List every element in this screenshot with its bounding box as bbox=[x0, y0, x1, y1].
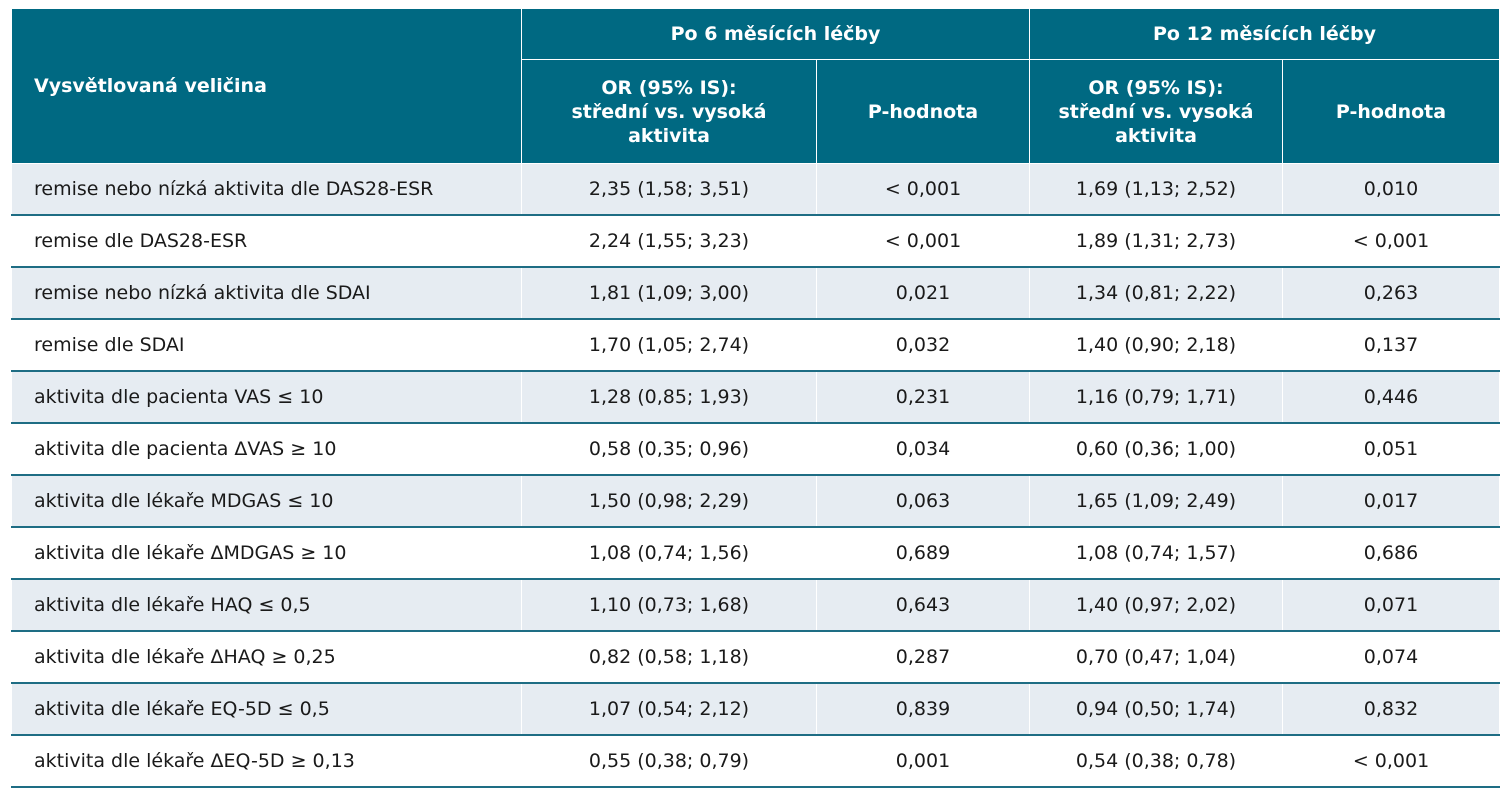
cell-explained-variable: aktivita dle lékaře ΔMDGAS ≥ 10 bbox=[11, 527, 522, 580]
cell-explained-variable: remise nebo nízká aktivita dle SDAI bbox=[11, 267, 522, 320]
cell-explained-variable: aktivita dle lékaře MDGAS ≤ 10 bbox=[11, 475, 522, 528]
cell-p-value-6-months: 0,689 bbox=[816, 527, 1030, 580]
column-group-12-months: Po 12 měsících léčby bbox=[1029, 8, 1500, 60]
cell-p-value-12-months: 0,051 bbox=[1282, 423, 1500, 476]
cell-p-value-12-months: 0,010 bbox=[1282, 163, 1500, 216]
cell-explained-variable: remise dle SDAI bbox=[11, 319, 522, 372]
cell-p-value-6-months: 0,643 bbox=[816, 579, 1030, 632]
cell-p-value-6-months: 0,001 bbox=[816, 735, 1030, 788]
cell-or-6-months: 1,28 (0,85; 1,93) bbox=[521, 371, 817, 424]
cell-p-value-12-months: 0,686 bbox=[1282, 527, 1500, 580]
or-header-line: střední vs. vysoká bbox=[1058, 100, 1254, 123]
cell-explained-variable: aktivita dle lékaře ΔEQ-5D ≥ 0,13 bbox=[11, 735, 522, 788]
column-header-p-value-12-months: P-hodnota bbox=[1282, 59, 1500, 164]
cell-p-value-6-months: 0,034 bbox=[816, 423, 1030, 476]
cell-or-12-months: 1,16 (0,79; 1,71) bbox=[1029, 371, 1283, 424]
or-header-line: OR (95% IS): bbox=[601, 76, 737, 99]
cell-p-value-12-months: < 0,001 bbox=[1282, 215, 1500, 268]
cell-or-12-months: 1,69 (1,13; 2,52) bbox=[1029, 163, 1283, 216]
cell-p-value-12-months: 0,263 bbox=[1282, 267, 1500, 320]
table-row: remise nebo nízká aktivita dle DAS28-ESR… bbox=[11, 163, 1500, 216]
column-header-explained-variable: Vysvětlovaná veličina bbox=[11, 8, 522, 164]
table-row: aktivita dle lékaře HAQ ≤ 0,5 1,10 (0,73;… bbox=[11, 579, 1500, 632]
table-row: remise nebo nízká aktivita dle SDAI 1,81 … bbox=[11, 267, 1500, 320]
cell-p-value-12-months: 0,017 bbox=[1282, 475, 1500, 528]
cell-p-value-6-months: 0,231 bbox=[816, 371, 1030, 424]
cell-or-6-months: 1,10 (0,73; 1,68) bbox=[521, 579, 817, 632]
cell-p-value-6-months: 0,063 bbox=[816, 475, 1030, 528]
cell-p-value-6-months: 0,839 bbox=[816, 683, 1030, 736]
cell-p-value-6-months: 0,032 bbox=[816, 319, 1030, 372]
table-header: Vysvětlovaná veličina Po 6 měsících léčb… bbox=[11, 8, 1500, 164]
table-row: aktivita dle lékaře ΔMDGAS ≥ 10 1,08 (0,7… bbox=[11, 527, 1500, 580]
cell-or-6-months: 0,55 (0,38; 0,79) bbox=[521, 735, 817, 788]
cell-p-value-12-months: 0,071 bbox=[1282, 579, 1500, 632]
cell-or-12-months: 1,08 (0,74; 1,57) bbox=[1029, 527, 1283, 580]
cell-or-12-months: 0,60 (0,36; 1,00) bbox=[1029, 423, 1283, 476]
cell-p-value-6-months: < 0,001 bbox=[816, 163, 1030, 216]
table-row: aktivita dle lékaře MDGAS ≤ 10 1,50 (0,98… bbox=[11, 475, 1500, 528]
cell-or-12-months: 1,40 (0,97; 2,02) bbox=[1029, 579, 1283, 632]
table-row: remise dle SDAI 1,70 (1,05; 2,74) 0,032 1,4… bbox=[11, 319, 1500, 372]
cell-or-6-months: 0,58 (0,35; 0,96) bbox=[521, 423, 817, 476]
cell-explained-variable: aktivita dle lékaře ΔHAQ ≥ 0,25 bbox=[11, 631, 522, 684]
cell-explained-variable: remise dle DAS28-ESR bbox=[11, 215, 522, 268]
or-header-line: střední vs. vysoká bbox=[571, 100, 767, 123]
or-header-line: aktivita bbox=[628, 124, 710, 147]
column-header-p-value-6-months: P-hodnota bbox=[816, 59, 1030, 164]
cell-or-12-months: 1,34 (0,81; 2,22) bbox=[1029, 267, 1283, 320]
cell-p-value-12-months: < 0,001 bbox=[1282, 735, 1500, 788]
table-row: remise dle DAS28-ESR 2,24 (1,55; 3,23) < 0… bbox=[11, 215, 1500, 268]
cell-or-6-months: 1,81 (1,09; 3,00) bbox=[521, 267, 817, 320]
cell-explained-variable: aktivita dle pacienta ΔVAS ≥ 10 bbox=[11, 423, 522, 476]
cell-p-value-12-months: 0,074 bbox=[1282, 631, 1500, 684]
cell-explained-variable: aktivita dle pacienta VAS ≤ 10 bbox=[11, 371, 522, 424]
table-row: aktivita dle lékaře EQ-5D ≤ 0,5 1,07 (0,5… bbox=[11, 683, 1500, 736]
cell-or-12-months: 0,94 (0,50; 1,74) bbox=[1029, 683, 1283, 736]
cell-p-value-12-months: 0,446 bbox=[1282, 371, 1500, 424]
cell-or-6-months: 2,35 (1,58; 3,51) bbox=[521, 163, 817, 216]
column-header-or-12-months: OR (95% IS): střední vs. vysoká aktivita bbox=[1029, 59, 1283, 164]
cell-or-12-months: 1,89 (1,31; 2,73) bbox=[1029, 215, 1283, 268]
cell-or-6-months: 1,50 (0,98; 2,29) bbox=[521, 475, 817, 528]
table-body: remise nebo nízká aktivita dle DAS28-ESR… bbox=[11, 163, 1500, 788]
cell-explained-variable: remise nebo nízká aktivita dle DAS28-ESR bbox=[11, 163, 522, 216]
cell-or-6-months: 1,07 (0,54; 2,12) bbox=[521, 683, 817, 736]
table-row: aktivita dle lékaře ΔHAQ ≥ 0,25 0,82 (0,5… bbox=[11, 631, 1500, 684]
table-row: aktivita dle pacienta ΔVAS ≥ 10 0,58 (0,3… bbox=[11, 423, 1500, 476]
cell-or-12-months: 1,65 (1,09; 2,49) bbox=[1029, 475, 1283, 528]
cell-p-value-12-months: 0,832 bbox=[1282, 683, 1500, 736]
cell-or-6-months: 1,70 (1,05; 2,74) bbox=[521, 319, 817, 372]
or-header-line: OR (95% IS): bbox=[1088, 76, 1224, 99]
cell-p-value-6-months: 0,287 bbox=[816, 631, 1030, 684]
results-table-container: Vysvětlovaná veličina Po 6 měsících léčb… bbox=[11, 8, 1500, 788]
results-table: Vysvětlovaná veličina Po 6 měsících léčb… bbox=[11, 8, 1500, 788]
cell-p-value-6-months: 0,021 bbox=[816, 267, 1030, 320]
cell-or-6-months: 2,24 (1,55; 3,23) bbox=[521, 215, 817, 268]
cell-explained-variable: aktivita dle lékaře EQ-5D ≤ 0,5 bbox=[11, 683, 522, 736]
cell-explained-variable: aktivita dle lékaře HAQ ≤ 0,5 bbox=[11, 579, 522, 632]
table-row: aktivita dle pacienta VAS ≤ 10 1,28 (0,85… bbox=[11, 371, 1500, 424]
cell-or-6-months: 0,82 (0,58; 1,18) bbox=[521, 631, 817, 684]
cell-or-12-months: 0,54 (0,38; 0,78) bbox=[1029, 735, 1283, 788]
cell-p-value-6-months: < 0,001 bbox=[816, 215, 1030, 268]
column-header-or-6-months: OR (95% IS): střední vs. vysoká aktivita bbox=[521, 59, 817, 164]
table-row: aktivita dle lékaře ΔEQ-5D ≥ 0,13 0,55 (0… bbox=[11, 735, 1500, 788]
cell-or-12-months: 0,70 (0,47; 1,04) bbox=[1029, 631, 1283, 684]
cell-or-12-months: 1,40 (0,90; 2,18) bbox=[1029, 319, 1283, 372]
or-header-line: aktivita bbox=[1115, 124, 1197, 147]
cell-or-6-months: 1,08 (0,74; 1,56) bbox=[521, 527, 817, 580]
column-group-6-months: Po 6 měsících léčby bbox=[521, 8, 1030, 60]
cell-p-value-12-months: 0,137 bbox=[1282, 319, 1500, 372]
